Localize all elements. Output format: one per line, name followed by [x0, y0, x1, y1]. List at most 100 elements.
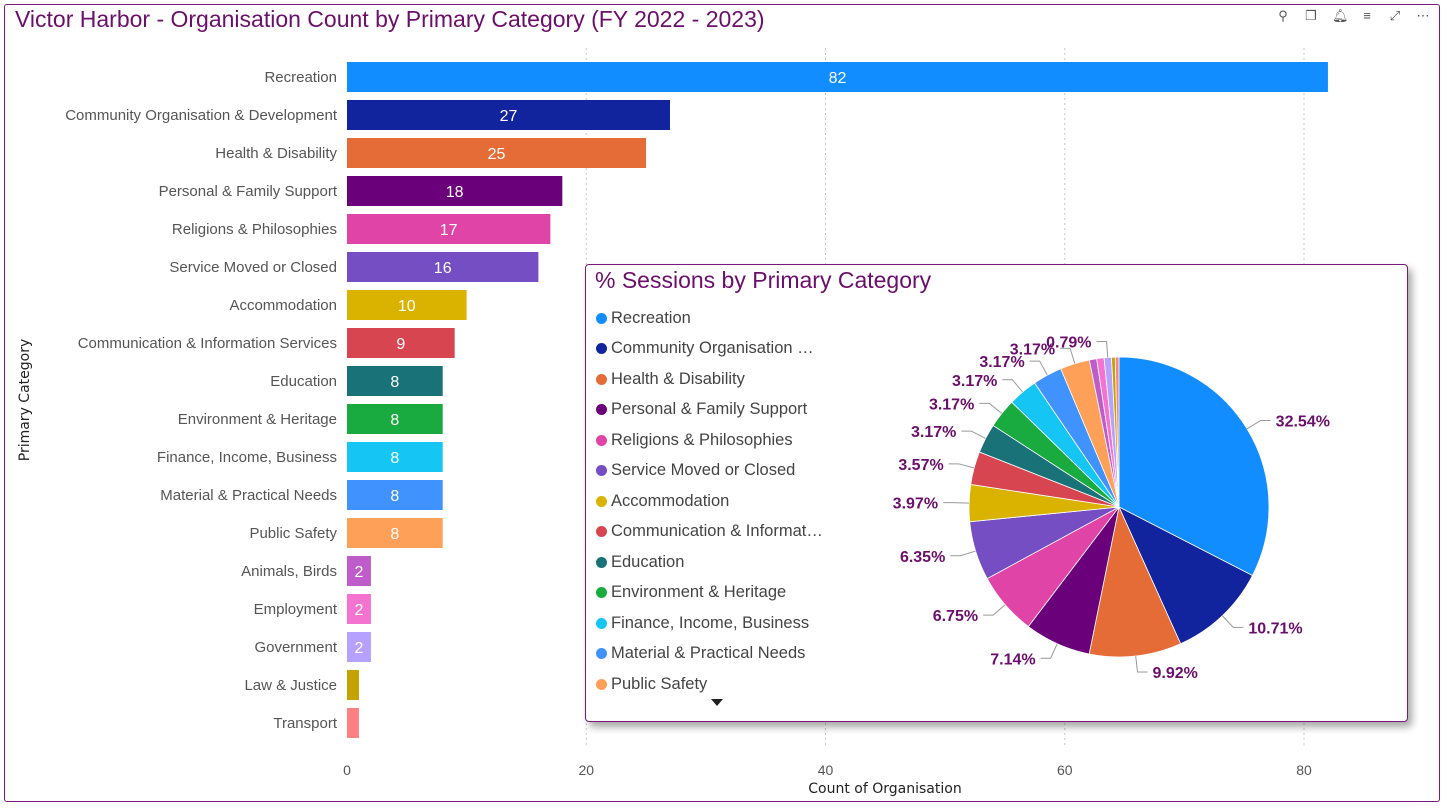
- bar-value-label: 8: [390, 412, 399, 429]
- pie-data-label: 32.54%: [1276, 413, 1330, 430]
- pie-leader-line: [1060, 347, 1076, 364]
- legend-item[interactable]: Service Moved or Closed: [596, 456, 836, 487]
- category-label: Health & Disability: [215, 145, 337, 162]
- bar[interactable]: [347, 594, 371, 624]
- legend-item[interactable]: Material & Practical Needs: [596, 639, 836, 670]
- legend-label: Communication & Informat…: [611, 522, 823, 541]
- legend-label: Material & Practical Needs: [611, 644, 806, 663]
- legend-label: Community Organisation …: [611, 339, 814, 358]
- pie-leader-line: [983, 604, 1006, 616]
- x-tick-label: 40: [818, 762, 834, 778]
- bar-value-label: 8: [390, 526, 399, 543]
- filter-icon[interactable]: ≡: [1363, 8, 1371, 23]
- bar[interactable]: [347, 518, 443, 548]
- x-tick-label: 0: [343, 762, 351, 778]
- legend-dot-icon: [596, 678, 607, 690]
- legend-item[interactable]: Communication & Informat…: [596, 517, 836, 548]
- bar[interactable]: [347, 632, 371, 662]
- bell-icon[interactable]: 🔔︎: [1332, 8, 1349, 23]
- bar[interactable]: [347, 556, 371, 586]
- bar[interactable]: [347, 442, 443, 472]
- pie-slice[interactable]: [1114, 356, 1120, 508]
- bar[interactable]: [347, 138, 647, 168]
- pie-chart-card: % Sessions by Primary Category 32.54% 10.…: [585, 264, 1408, 722]
- visual-toolbar: ⚲ ❐ 🔔︎ ≡ ⤢ ⋯: [1276, 9, 1430, 23]
- category-label: Community Organisation & Development: [65, 107, 338, 124]
- bar[interactable]: [347, 328, 455, 358]
- legend-dot-icon: [596, 465, 607, 477]
- pie-data-label: 3.57%: [898, 457, 943, 474]
- legend-item[interactable]: Finance, Income, Business: [596, 608, 836, 639]
- bar[interactable]: [347, 480, 443, 510]
- legend-item[interactable]: Environment & Heritage: [596, 578, 836, 609]
- legend-label: Public Safety: [611, 674, 708, 693]
- legend-label: Education: [611, 552, 685, 571]
- legend-item[interactable]: Religions & Philosophies: [596, 425, 836, 456]
- category-label: Communication & Information Services: [78, 335, 337, 352]
- bar-value-label: 18: [446, 184, 464, 201]
- pie-leader-line: [979, 402, 1003, 414]
- pie-data-label: 3.17%: [911, 424, 956, 441]
- pie-leader-line: [1221, 615, 1244, 628]
- pie-leader-line: [1135, 656, 1148, 673]
- pie-leader-line: [1096, 340, 1109, 358]
- copy-icon[interactable]: ❐: [1305, 8, 1317, 23]
- legend-label: Health & Disability: [611, 369, 745, 388]
- pie-leader-line: [948, 463, 975, 469]
- legend-item[interactable]: Public Safety: [596, 669, 836, 700]
- category-label: Material & Practical Needs: [160, 487, 337, 504]
- legend-dot-icon: [596, 434, 607, 446]
- legend-item[interactable]: Personal & Family Support: [596, 395, 836, 426]
- x-axis-title: Count of Organisation: [808, 781, 961, 797]
- legend-item[interactable]: Health & Disability: [596, 364, 836, 395]
- bar-value-label: 17: [440, 222, 458, 239]
- category-label: Public Safety: [249, 525, 337, 542]
- x-tick-label: 60: [1057, 762, 1073, 778]
- bar[interactable]: [347, 252, 539, 282]
- legend-label: Service Moved or Closed: [611, 461, 796, 480]
- bar[interactable]: [347, 366, 443, 396]
- report-frame: [4, 4, 1440, 802]
- bar-value-label: 25: [488, 146, 506, 163]
- bar-value-label: 82: [829, 70, 847, 87]
- legend-item[interactable]: Community Organisation …: [596, 334, 836, 365]
- pie-data-label: 3.17%: [979, 354, 1024, 371]
- legend-item[interactable]: Recreation: [596, 303, 836, 334]
- bar[interactable]: [347, 708, 359, 738]
- pie-slice[interactable]: [1118, 356, 1270, 577]
- pie-leader-line: [1029, 360, 1048, 376]
- pie-data-label: 3.17%: [929, 396, 974, 413]
- category-label: Transport: [273, 715, 337, 732]
- bar-value-label: 2: [355, 564, 364, 581]
- pie-leader-line: [961, 430, 986, 439]
- pie-data-label: 10.71%: [1248, 620, 1302, 637]
- pie-data-label: 9.92%: [1152, 665, 1197, 682]
- pie-data-label: 0.79%: [1046, 334, 1091, 351]
- bar[interactable]: [347, 670, 359, 700]
- bar[interactable]: [347, 290, 467, 320]
- bar[interactable]: [347, 176, 563, 206]
- category-label: Education: [270, 373, 337, 390]
- bar-value-label: 8: [390, 374, 399, 391]
- legend-dot-icon: [596, 404, 607, 416]
- more-icon[interactable]: ⋯: [1416, 8, 1430, 23]
- category-label: Environment & Heritage: [178, 411, 337, 428]
- legend-scroll-down-icon[interactable]: [711, 699, 723, 706]
- legend-dot-icon: [596, 495, 607, 507]
- legend-item[interactable]: Accommodation: [596, 486, 836, 517]
- bar[interactable]: [347, 214, 551, 244]
- category-label: Religions & Philosophies: [172, 221, 337, 238]
- bar[interactable]: [347, 404, 443, 434]
- bar[interactable]: [347, 100, 670, 130]
- pie-data-label: 3.17%: [952, 373, 997, 390]
- pie-slice[interactable]: [1118, 506, 1253, 645]
- pie-data-label: 3.97%: [893, 496, 938, 513]
- pin-icon[interactable]: ⚲: [1278, 8, 1288, 23]
- legend-item[interactable]: Education: [596, 547, 836, 578]
- category-label: Finance, Income, Business: [157, 449, 337, 466]
- bar[interactable]: [347, 62, 1328, 92]
- pie-leader-line: [1246, 419, 1271, 430]
- pie-data-label: 7.14%: [990, 651, 1035, 668]
- category-label: Personal & Family Support: [159, 183, 338, 200]
- expand-icon[interactable]: ⤢: [1389, 8, 1401, 23]
